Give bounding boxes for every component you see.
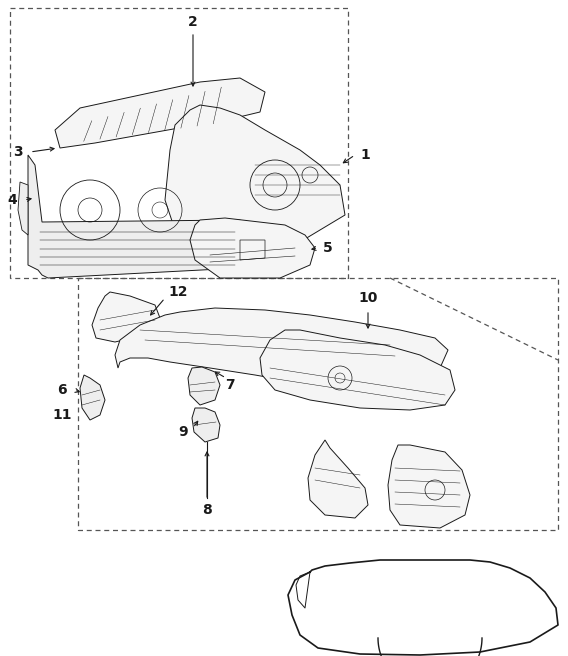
Polygon shape: [190, 218, 315, 278]
Polygon shape: [308, 440, 368, 518]
Text: 12: 12: [168, 285, 188, 299]
Polygon shape: [115, 308, 448, 388]
Polygon shape: [80, 375, 105, 420]
Text: 3: 3: [13, 145, 23, 159]
Text: 10: 10: [358, 291, 378, 305]
Text: 2: 2: [188, 15, 198, 29]
Polygon shape: [165, 105, 345, 245]
Bar: [10, 8, 348, 278]
Polygon shape: [388, 445, 470, 528]
Text: 6: 6: [57, 383, 67, 397]
Text: 7: 7: [225, 378, 235, 392]
Text: 1: 1: [360, 148, 370, 162]
Bar: [78, 278, 558, 530]
Polygon shape: [260, 330, 455, 410]
Text: 4: 4: [7, 193, 17, 207]
Text: 9: 9: [178, 425, 188, 439]
Text: 8: 8: [202, 503, 212, 517]
Polygon shape: [18, 182, 28, 235]
Polygon shape: [28, 155, 255, 278]
Text: 5: 5: [323, 241, 333, 255]
Polygon shape: [192, 408, 220, 442]
Polygon shape: [92, 292, 160, 342]
Polygon shape: [188, 367, 220, 405]
Polygon shape: [55, 78, 265, 148]
Text: 11: 11: [52, 408, 72, 422]
